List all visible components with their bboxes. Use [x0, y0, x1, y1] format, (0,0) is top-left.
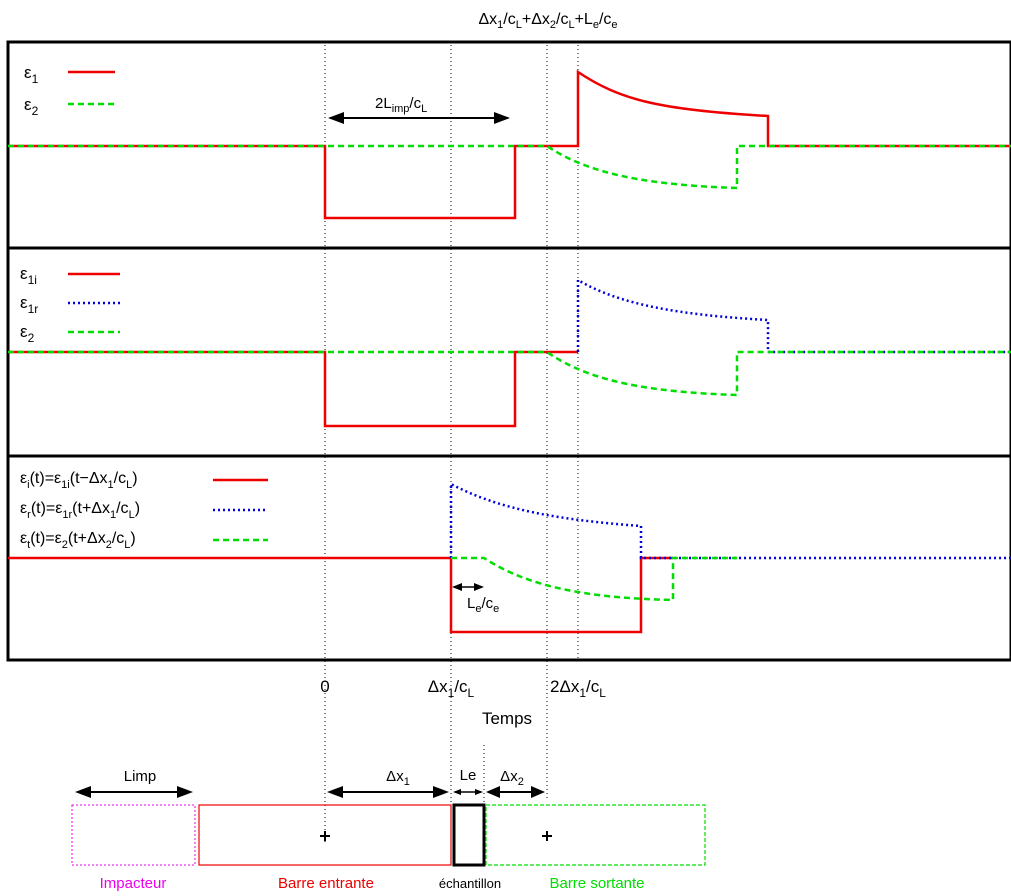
panel-2: ε1i ε1r ε2: [6, 246, 1011, 458]
top-time-label: Δx1/cL+Δx2/cL+Le/ce: [478, 11, 617, 31]
x-axis-ticks: 0 Δx1/cL 2Δx1/cL: [320, 677, 606, 700]
legend-label: εt(t)=ε2(t+Δx2/cL): [20, 530, 136, 551]
legend-label: ε2: [24, 95, 39, 118]
panel-3-series-eps-i: [8, 556, 673, 634]
panel-1-series-eps2: [8, 144, 1011, 190]
dim-label-le: Le: [460, 767, 477, 784]
gauge-marker-2: [542, 831, 552, 841]
dim-le: Le: [453, 767, 483, 795]
label-impacteur: Impacteur: [100, 875, 167, 892]
tick-label-dx1: Δx1/cL: [428, 677, 475, 700]
bar-schematic: Limp Δx1 Le Δx2: [71, 767, 706, 892]
dim-label-dx2: Δx2: [500, 768, 524, 788]
dim-label-limp: Limp: [124, 768, 157, 785]
panel-3-annotation: Le/ce: [452, 583, 499, 615]
legend-label: εi(t)=ε1i(t−Δx1/cL): [20, 470, 138, 491]
panel-1-legend: ε1 ε2: [24, 63, 115, 118]
reference-lines: [324, 45, 579, 845]
tick-label-zero: 0: [320, 677, 329, 696]
panel-1: ε1 ε2 2Limp/cL: [6, 40, 1011, 250]
gauge-marker-1: [320, 831, 330, 841]
legend-label: εr(t)=ε1r(t+Δx1/cL): [20, 500, 140, 521]
panel-3: εi(t)=ε1i(t−Δx1/cL) εr(t)=ε1r(t+Δx1/cL) …: [6, 454, 1011, 662]
legend-label: ε2: [20, 322, 35, 345]
barre-entrante-bar: [198, 804, 452, 866]
panel-1-series-eps1: [8, 69, 1011, 220]
annotation-label: Le/ce: [467, 595, 499, 615]
impacteur-bar: [71, 804, 196, 866]
dim-limp: Limp: [75, 768, 193, 798]
dim-dx1: Δx1: [327, 768, 449, 798]
legend-label: ε1i: [20, 264, 37, 287]
panel-2-series-eps1r: [576, 277, 1011, 354]
label-barre-entrante: Barre entrante: [278, 875, 374, 892]
tick-label-2dx1: 2Δx1/cL: [550, 677, 606, 700]
panel-1-annotation: 2Limp/cL: [328, 95, 510, 124]
panel-2-series-eps1i: [8, 350, 578, 428]
x-axis-label: Temps: [482, 709, 532, 728]
dim-dx2: Δx2: [486, 768, 545, 798]
legend-label: ε1r: [20, 293, 38, 316]
panel-2-series-eps2: [8, 350, 1011, 397]
legend-label: ε1: [24, 63, 39, 86]
panel-3-legend: εi(t)=ε1i(t−Δx1/cL) εr(t)=ε1r(t+Δx1/cL) …: [20, 470, 268, 551]
barre-sortante-bar: [485, 804, 706, 866]
label-echantillon: échantillon: [439, 876, 501, 891]
panel-2-legend: ε1i ε1r ε2: [20, 264, 120, 345]
panel-3-series-eps-t: [451, 556, 737, 602]
dim-label-dx1: Δx1: [386, 768, 410, 788]
annotation-label: 2Limp/cL: [375, 95, 427, 115]
echantillon-block: [452, 803, 486, 867]
panel-3-series-eps-r: [449, 481, 1011, 560]
label-barre-sortante: Barre sortante: [549, 875, 644, 892]
